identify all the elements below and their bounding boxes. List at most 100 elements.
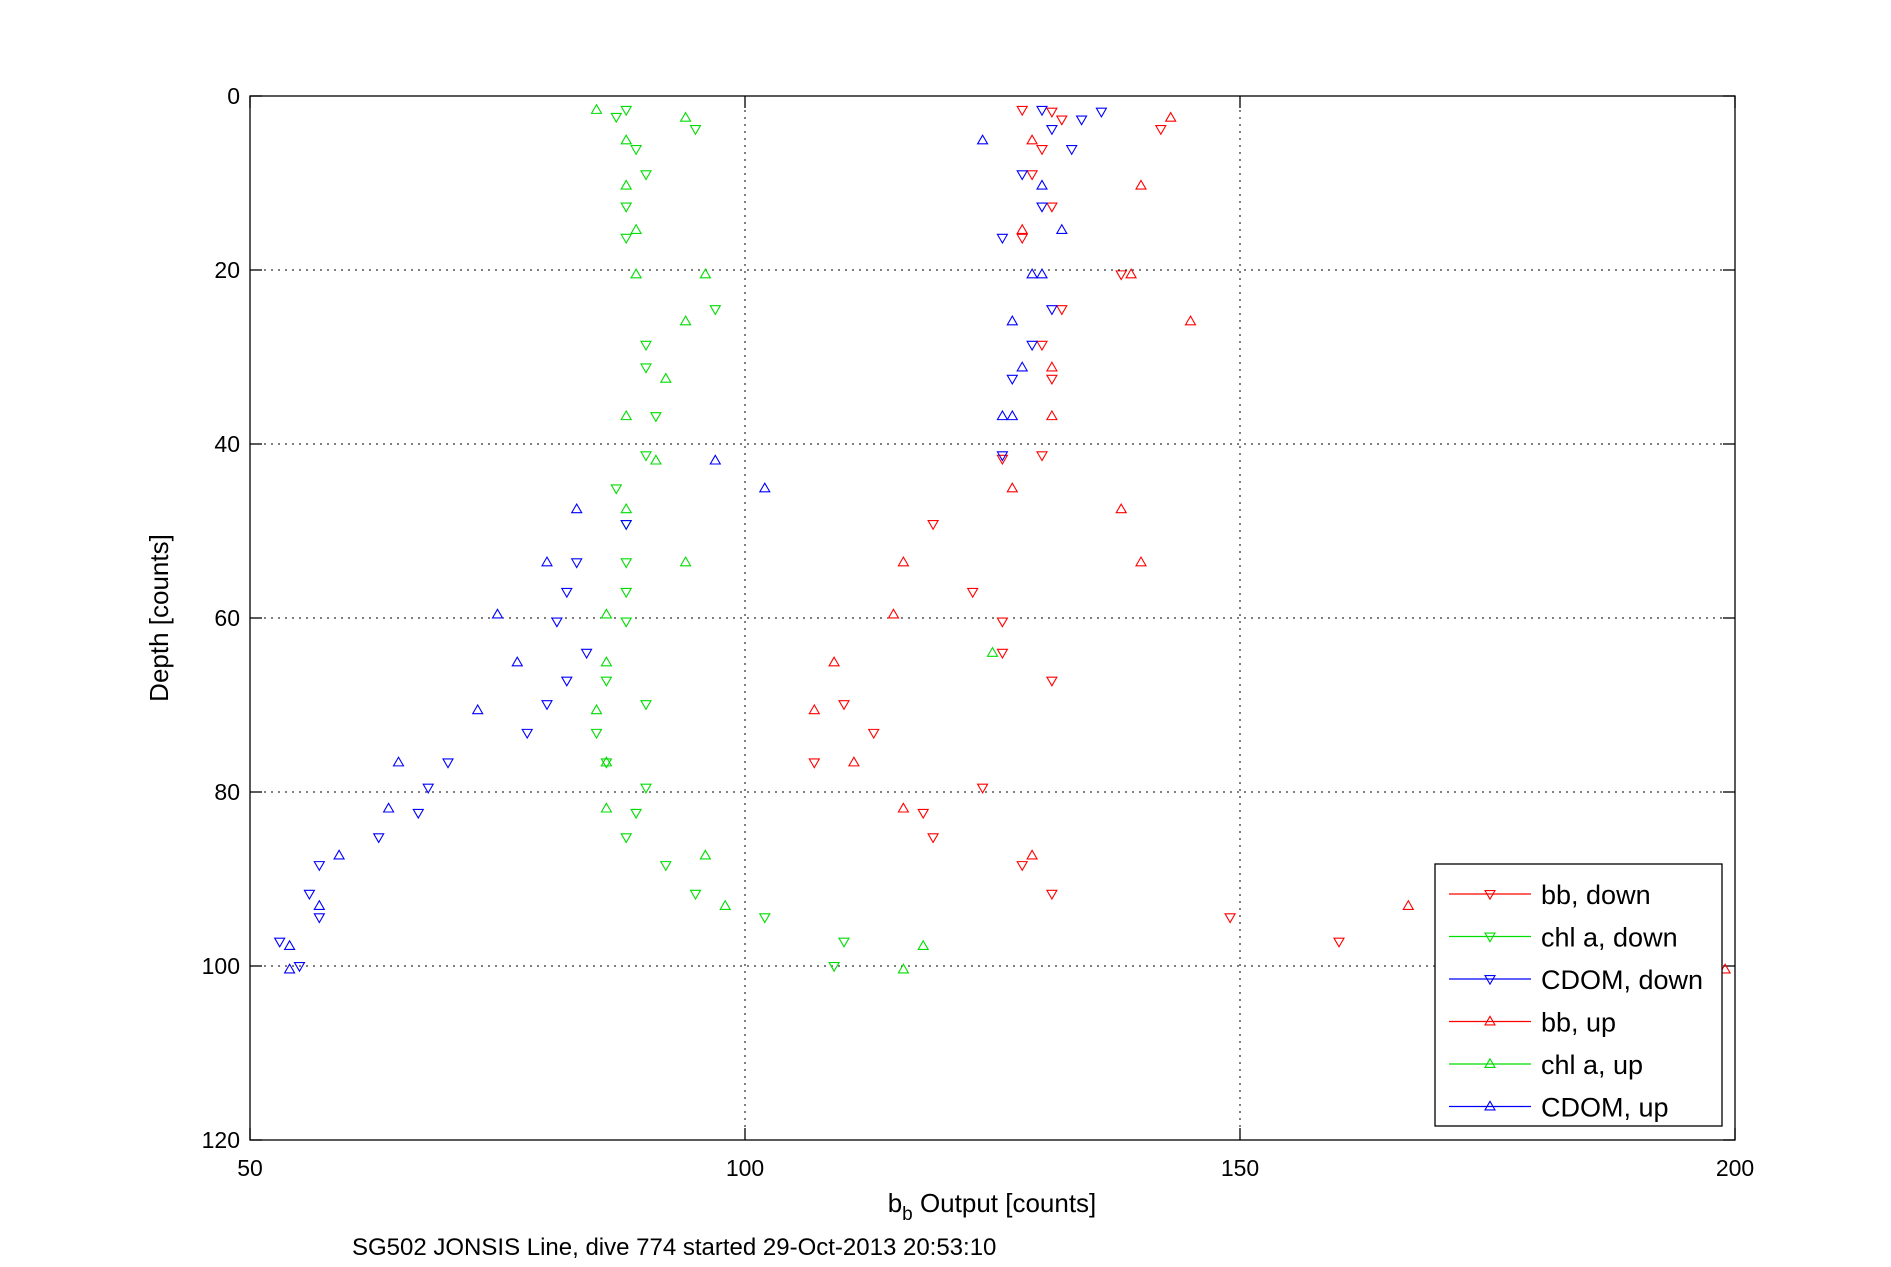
data-point bbox=[1055, 223, 1068, 234]
data-point bbox=[541, 556, 553, 567]
data-point bbox=[620, 833, 633, 844]
data-point bbox=[649, 454, 662, 465]
data-point bbox=[620, 409, 633, 421]
data-point bbox=[600, 756, 613, 767]
data-point bbox=[1036, 179, 1048, 190]
data-point bbox=[640, 170, 652, 181]
data-point bbox=[996, 617, 1009, 628]
data-point bbox=[491, 608, 504, 619]
y-tick-label: 0 bbox=[227, 83, 240, 109]
data-point bbox=[679, 111, 692, 122]
data-point bbox=[1026, 849, 1039, 860]
data-point bbox=[996, 409, 1009, 421]
data-point bbox=[1333, 937, 1345, 948]
data-point bbox=[719, 899, 732, 910]
data-point bbox=[1016, 170, 1029, 181]
data-point bbox=[1075, 115, 1088, 126]
data-point bbox=[620, 558, 633, 569]
data-point bbox=[550, 617, 563, 628]
data-point bbox=[313, 913, 326, 924]
data-point bbox=[828, 961, 841, 973]
data-point bbox=[471, 703, 484, 715]
x-axis-label-subscript: b bbox=[902, 1204, 913, 1225]
data-point bbox=[600, 802, 613, 813]
data-point bbox=[996, 451, 1009, 462]
data-point bbox=[1006, 374, 1019, 386]
data-point bbox=[867, 728, 880, 740]
data-point bbox=[1224, 913, 1237, 924]
data-point bbox=[838, 937, 850, 948]
data-point bbox=[422, 783, 435, 794]
data-point bbox=[1006, 315, 1019, 326]
data-point bbox=[1045, 889, 1058, 901]
legend-entry: bb, down bbox=[1449, 880, 1651, 910]
data-point bbox=[808, 758, 821, 769]
data-point bbox=[996, 454, 1009, 466]
legend-label: bb, down bbox=[1541, 880, 1651, 910]
data-markers bbox=[273, 103, 1732, 974]
y-tick-label: 80 bbox=[214, 779, 240, 805]
data-point bbox=[699, 268, 712, 279]
data-point bbox=[313, 861, 326, 872]
data-point bbox=[1026, 134, 1039, 145]
data-point bbox=[847, 756, 860, 767]
y-tick-label: 60 bbox=[214, 605, 240, 631]
data-point bbox=[620, 105, 633, 117]
y-tick-label: 100 bbox=[202, 953, 240, 979]
data-point bbox=[1045, 374, 1058, 386]
y-tick-label: 40 bbox=[214, 431, 240, 457]
data-point bbox=[1006, 482, 1019, 493]
data-point bbox=[1402, 899, 1415, 910]
data-point bbox=[630, 223, 643, 234]
data-point bbox=[1154, 125, 1167, 136]
x-tick-label: 50 bbox=[237, 1155, 263, 1181]
series-bb-down bbox=[808, 105, 1345, 948]
data-point bbox=[917, 808, 930, 820]
data-point bbox=[1036, 105, 1048, 117]
data-point bbox=[709, 305, 722, 316]
data-point bbox=[1036, 202, 1048, 213]
data-point bbox=[1016, 861, 1029, 872]
y-tick-label: 120 bbox=[202, 1127, 240, 1153]
data-point bbox=[1135, 179, 1147, 190]
data-point bbox=[640, 451, 652, 462]
data-point bbox=[1006, 409, 1019, 421]
data-point bbox=[590, 703, 603, 715]
data-point bbox=[659, 372, 672, 383]
data-point bbox=[620, 617, 633, 628]
y-tick-label: 20 bbox=[214, 257, 240, 283]
legend-label: bb, up bbox=[1541, 1008, 1616, 1038]
data-point bbox=[303, 889, 316, 901]
data-point bbox=[640, 783, 652, 794]
data-point bbox=[511, 656, 524, 667]
data-point bbox=[283, 939, 296, 951]
data-point bbox=[521, 728, 534, 740]
data-point bbox=[897, 556, 910, 567]
legend-marker bbox=[1484, 1015, 1496, 1026]
data-point bbox=[976, 134, 989, 145]
legend-entry: CDOM, down bbox=[1449, 965, 1703, 995]
data-point bbox=[808, 703, 821, 715]
data-point bbox=[897, 802, 910, 813]
data-point bbox=[1045, 107, 1058, 118]
series-cdom-down bbox=[273, 105, 1108, 973]
legend-entry: CDOM, up bbox=[1449, 1093, 1669, 1123]
data-point bbox=[758, 482, 771, 493]
dive-caption: SG502 JONSIS Line, dive 774 started 29-O… bbox=[352, 1234, 996, 1261]
data-point bbox=[630, 268, 643, 279]
data-point bbox=[620, 587, 633, 599]
data-point bbox=[758, 913, 771, 924]
data-point bbox=[1045, 409, 1058, 421]
legend-box bbox=[1434, 863, 1723, 1127]
data-point bbox=[1095, 107, 1108, 118]
data-point bbox=[620, 179, 633, 190]
x-tick-label: 200 bbox=[1716, 1155, 1754, 1181]
data-point bbox=[590, 728, 603, 740]
data-point bbox=[1065, 145, 1078, 156]
data-point bbox=[1164, 111, 1177, 122]
axis-ticks: 50 100 150 200 0 20 40 60 80 100 120 bbox=[202, 83, 1755, 1181]
data-point bbox=[283, 963, 296, 974]
data-point bbox=[986, 646, 999, 657]
data-point bbox=[917, 939, 930, 951]
